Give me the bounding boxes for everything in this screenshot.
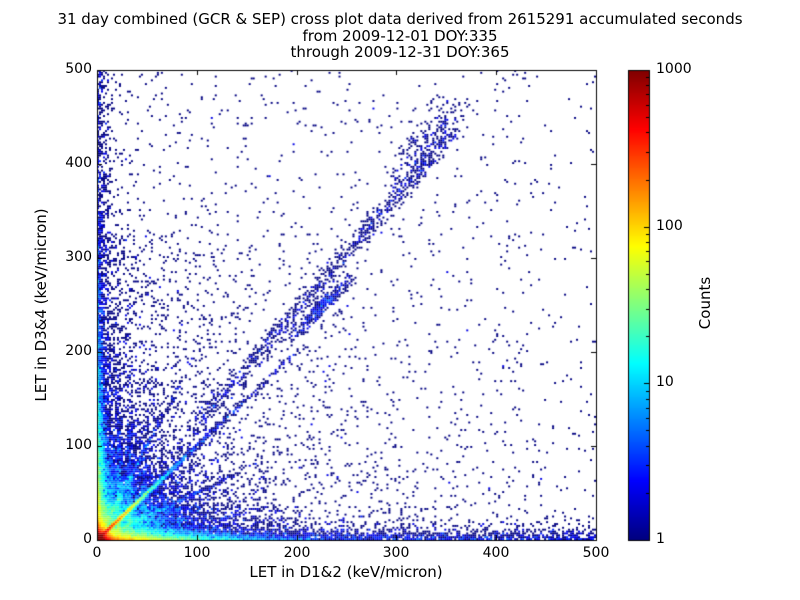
y-tick-label-5: 500 [65, 61, 92, 77]
x-axis-label: LET in D1&2 (keV/micron) [249, 563, 443, 581]
x-tick-label-4: 400 [482, 545, 510, 561]
y-tick-label-0: 0 [83, 531, 92, 547]
y-tick-label-4: 400 [65, 155, 92, 171]
y-tick-label-1: 100 [65, 437, 92, 453]
x-tick-label-1: 100 [183, 545, 211, 561]
colorbar-tick-label-1000: 1000 [656, 61, 692, 77]
y-tick-label-2: 200 [65, 343, 92, 359]
x-tick-label-2: 200 [283, 545, 311, 561]
x-tick-label-0: 0 [92, 545, 102, 561]
colorbar-tick-label-1: 1 [656, 531, 665, 547]
colorbar-tick-label-10: 10 [656, 374, 674, 390]
figure-title-line3: through 2009-12-31 DOY:365 [290, 43, 510, 61]
figure-title-line1: 31 day combined (GCR & SEP) cross plot d… [57, 10, 743, 28]
colorbar-tick-label-100: 100 [656, 218, 683, 234]
colorbar-label: Counts [696, 276, 714, 330]
x-tick-label-5: 500 [582, 545, 610, 561]
y-tick-label-3: 300 [65, 249, 92, 265]
figure-title-line2: from 2009-12-01 DOY:335 [302, 27, 498, 45]
x-tick-label-3: 300 [382, 545, 410, 561]
y-axis-label: LET in D3&4 (keV/micron) [32, 208, 50, 402]
